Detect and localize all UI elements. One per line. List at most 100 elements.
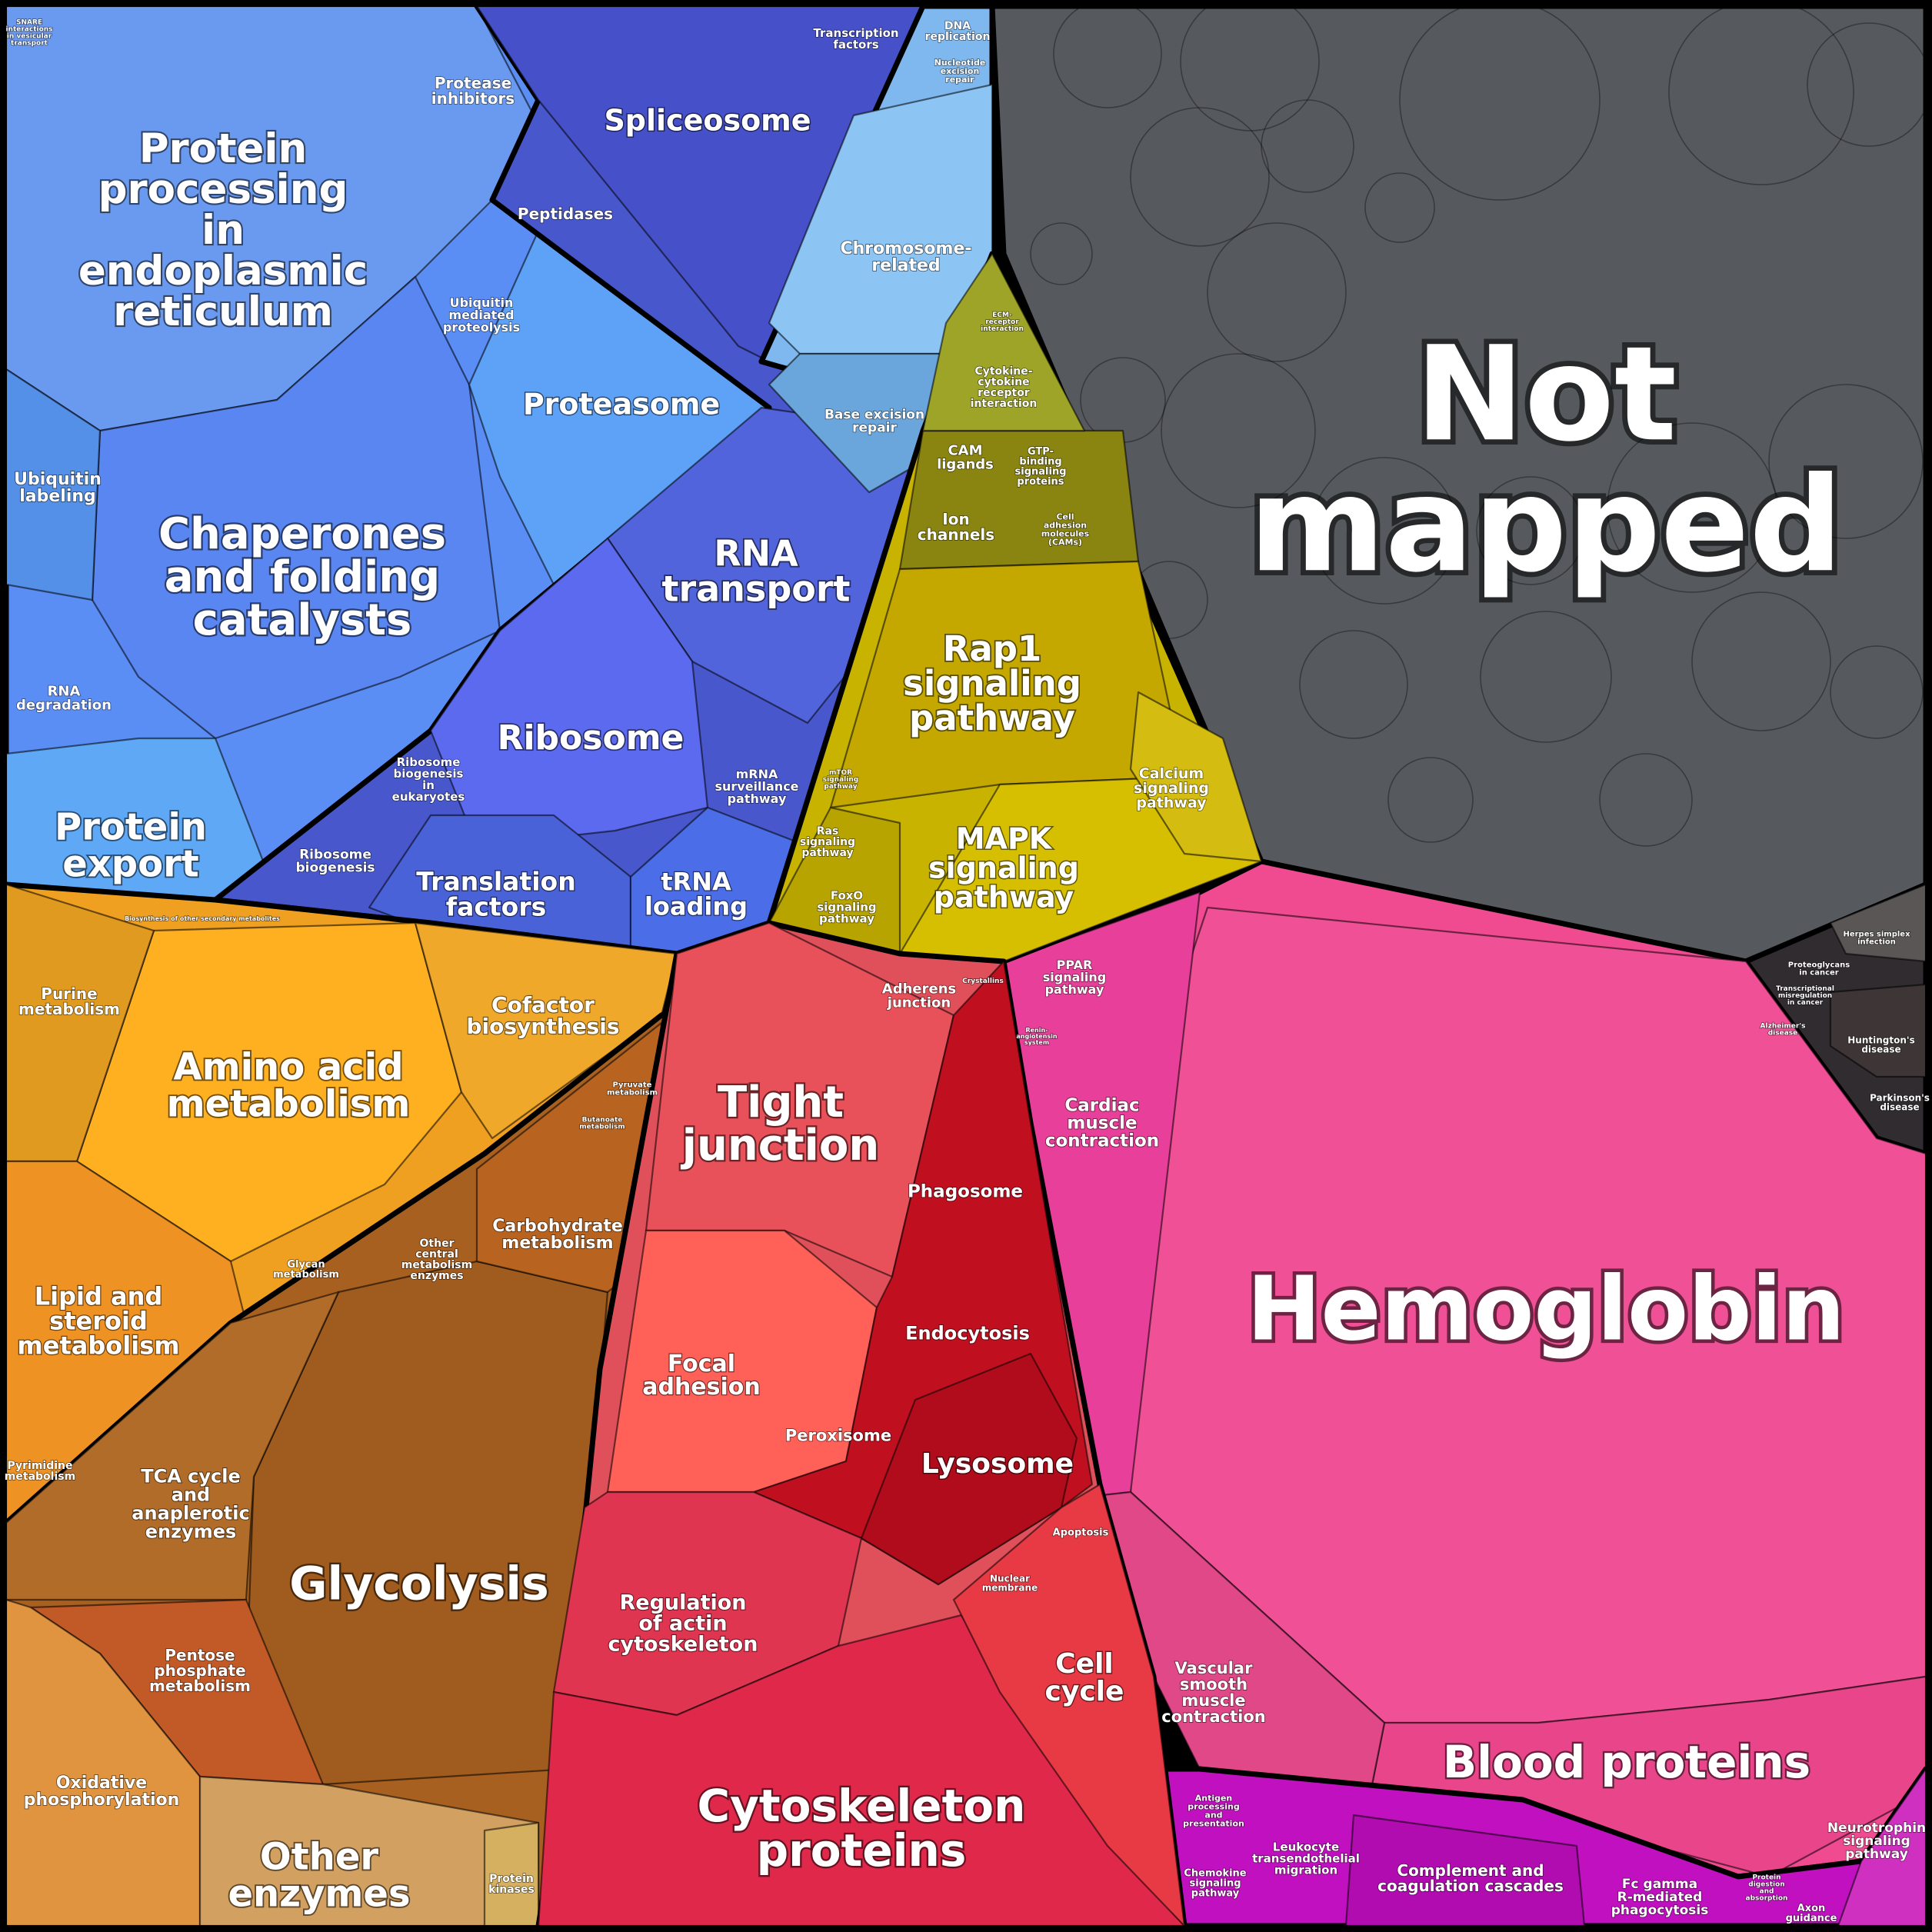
label-ras: Ras signaling pathway xyxy=(800,825,855,859)
label-rap1: Rap1 signaling pathway xyxy=(903,628,1081,738)
label-ecm: ECM-receptor interaction xyxy=(981,311,1024,333)
label-hemoglobin: Hemoglobin xyxy=(1247,1257,1844,1361)
label-cytoskeleton: Cytoskeleton proteins xyxy=(698,1780,1026,1877)
label-layer: Not mapped Hemoglobin Blood proteins Protein… xyxy=(4,18,1930,1925)
label-neurotrophin: Neurotrophin signaling pathway xyxy=(1827,1820,1926,1862)
label-huntingtons: Huntington's disease xyxy=(1847,1034,1914,1054)
label-cytokine: Cytokine-cytokine receptor interaction xyxy=(971,365,1038,410)
cell-cell-cycle xyxy=(952,1483,1186,1926)
label-cardiac: Cardiac muscle contraction xyxy=(1045,1095,1159,1151)
label-calcium: Calcium signaling pathway xyxy=(1134,765,1209,811)
label-chromosome: Chromosome-related xyxy=(841,239,972,275)
label-protein-export: Protein export xyxy=(55,805,207,885)
label-other-central: Other central metabolism enzymes xyxy=(401,1237,472,1282)
label-trna-loading: tRNA loading xyxy=(645,868,748,921)
label-axon: Axon guidance xyxy=(1786,1903,1837,1924)
label-foxo: FoxO signaling pathway xyxy=(817,888,876,925)
label-protease-inhibitors: Protease inhibitors xyxy=(431,74,515,108)
label-transcription-factors: Transcription factors xyxy=(813,26,898,52)
cell-complement xyxy=(1344,1814,1586,1926)
label-focal-adhesion: Focal adhesion xyxy=(642,1351,761,1401)
cell-protein-kinases xyxy=(483,1821,540,1926)
label-protein-kinases: Protein kinases xyxy=(488,1873,535,1896)
label-not-mapped: Not mapped xyxy=(1249,318,1843,601)
cell-tca xyxy=(6,1291,340,1601)
label-biosynthesis-other: Biosynthesis of other secondary metaboli… xyxy=(125,915,280,922)
cell-ion-channels xyxy=(898,429,1140,571)
label-mtor: mTOR signaling pathway xyxy=(823,769,858,791)
label-butanoate: Butanoate metabolism xyxy=(579,1117,625,1131)
label-cell-adhesion: Cell adhesion molecules (CAMs) xyxy=(1041,511,1090,547)
label-ribosome-biogenesis-euk: Ribosome biogenesis in eukaryotes xyxy=(392,755,465,804)
label-carbohydrate: Carbohydrate metabolism xyxy=(492,1217,623,1253)
label-endocytosis: Endocytosis xyxy=(905,1323,1030,1344)
label-lipid: Lipid and steroid metabolism xyxy=(17,1282,179,1361)
label-ubiquitin-labeling: Ubiquitin labeling xyxy=(14,470,102,506)
label-ribosome-biogenesis: Ribosome biogenesis xyxy=(295,848,375,876)
label-leukocyte: Leukocyte transendothelial migration xyxy=(1252,1840,1360,1877)
label-nucleotide-excision: Nucleotide excision repair xyxy=(934,58,986,85)
label-ion-channels: Ion channels xyxy=(918,510,994,544)
label-pyruvate: Pyruvate metabolism xyxy=(607,1081,658,1098)
label-chemokine: Chemokine signaling pathway xyxy=(1184,1868,1246,1900)
label-blood-proteins: Blood proteins xyxy=(1443,1736,1810,1788)
label-gtp: GTP-binding signaling proteins xyxy=(1015,446,1067,488)
label-crystallins: Crystallins xyxy=(962,978,1004,985)
label-mapk: MAPK signaling pathway xyxy=(928,822,1079,914)
label-glycan: Glycan metabolism xyxy=(273,1259,339,1281)
label-purine: Purine metabolism xyxy=(18,984,120,1018)
label-apoptosis: Apoptosis xyxy=(1053,1527,1109,1539)
label-chaperones: Chaperones and folding catalysts xyxy=(158,509,446,645)
label-translation-factors: Translation factors xyxy=(416,866,575,921)
label-rna-degradation: RNA degradation xyxy=(16,683,112,713)
label-regulation-actin: Regulation of actin cytoskeleton xyxy=(608,1591,758,1657)
label-pyrimidine: Pyrimidine metabolism xyxy=(5,1460,75,1483)
label-transcriptional-misreg: Transcriptional misregulation in cancer xyxy=(1776,985,1834,1007)
label-oxidative: Oxidative phosphorylation xyxy=(24,1774,180,1810)
label-tight-junction: Tight junction xyxy=(681,1078,879,1171)
label-cofactor: Cofactor biosynthesis xyxy=(467,992,620,1039)
cell-neurotrophin xyxy=(1837,1767,1926,1926)
cell-calcium xyxy=(1129,691,1263,863)
label-renin: Renin-angiotensin system xyxy=(1016,1027,1058,1046)
label-amino-acid: Amino acid metabolism xyxy=(167,1045,411,1125)
label-protein-processing: Protein processing in endoplasmic reticulum xyxy=(78,125,368,335)
label-ribosome: Ribosome xyxy=(498,718,685,758)
cell-cytokine xyxy=(921,252,1086,432)
label-glycolysis: Glycolysis xyxy=(289,1557,548,1611)
label-parkinsons: Parkinson's disease xyxy=(1870,1092,1930,1112)
label-protein-digestion: Protein digestion and absorption xyxy=(1746,1874,1788,1903)
cell-chaperones xyxy=(91,275,501,740)
label-pentose: Pentose phosphate metabolism xyxy=(149,1646,251,1695)
label-other-enzymes: Other enzymes xyxy=(228,1835,410,1915)
label-tca: TCA cycle and anaplerotic enzymes xyxy=(132,1466,249,1543)
label-snare: SNARE interactions in vesicular transport xyxy=(5,19,52,48)
label-alzheimers: Alzheimer's disease xyxy=(1760,1023,1806,1038)
label-vascular: Vascular smooth muscle contraction xyxy=(1161,1659,1265,1726)
cell-herpes xyxy=(1829,883,1926,963)
label-nuclear-membrane: Nuclear membrane xyxy=(982,1573,1038,1593)
label-peptidases: Peptidases xyxy=(518,205,613,223)
label-cell-cycle: Cell cycle xyxy=(1045,1648,1124,1707)
cell-ubiquitin-labeling xyxy=(6,368,102,601)
label-cam-ligands: CAM ligands xyxy=(937,442,994,472)
label-proteasome: Proteasome xyxy=(523,388,720,421)
label-ppar: PPAR signaling pathway xyxy=(1043,958,1106,997)
cell-huntingtons xyxy=(1829,983,1926,1078)
label-spliceosome: Spliceosome xyxy=(604,104,811,138)
label-dna-replication: DNA replication xyxy=(925,20,991,43)
label-herpes: Herpes simplex infection xyxy=(1843,931,1910,947)
label-rna-transport: RNA transport xyxy=(661,533,850,610)
cell-lipid xyxy=(6,1160,248,1524)
label-fc-gamma: Fc gamma R-mediated phagocytosis xyxy=(1611,1877,1709,1918)
label-ubiquitin-mediated: Ubiquitin mediated proteolysis xyxy=(443,295,520,335)
label-base-excision: Base excision repair xyxy=(824,408,924,436)
label-mrna-surveillance: mRNA surveillance pathway xyxy=(715,767,798,806)
label-phagosome: Phagosome xyxy=(908,1181,1023,1201)
label-adherens: Adherens junction xyxy=(882,981,956,1011)
label-lysosome: Lysosome xyxy=(921,1448,1074,1480)
cell-lysosome xyxy=(860,1352,1078,1586)
label-antigen: Antigen processing and presentation xyxy=(1183,1793,1244,1828)
cell-spliceosome xyxy=(475,6,924,363)
